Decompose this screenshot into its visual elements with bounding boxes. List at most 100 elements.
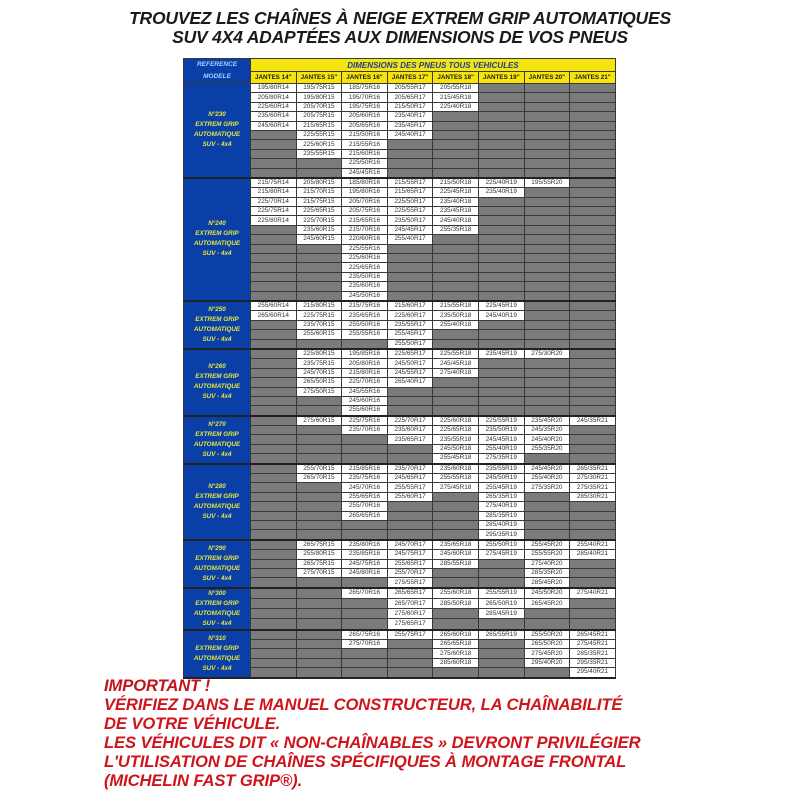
table-row: 245/50R16	[184, 290, 616, 302]
empty-cell	[250, 386, 297, 397]
empty-cell	[295, 405, 343, 417]
empty-cell	[386, 290, 434, 302]
empty-cell	[569, 120, 616, 131]
empty-cell	[477, 129, 525, 141]
empty-cell	[523, 519, 571, 531]
empty-cell	[569, 367, 616, 379]
column-header: JANTES 21"	[569, 71, 616, 84]
empty-cell	[250, 415, 297, 427]
tire-size-cell: 195/80R15	[295, 92, 343, 103]
empty-cell	[523, 262, 571, 273]
empty-cell	[569, 196, 616, 208]
model-label-line: EXTREM GRIP	[195, 599, 239, 607]
empty-cell	[250, 639, 297, 650]
model-label-line: N°260	[208, 363, 226, 371]
empty-cell	[250, 139, 297, 150]
model-label-line: AUTOMATIQUE	[193, 325, 241, 333]
empty-cell	[523, 529, 571, 541]
table-row: 225/60R14 205/70R15 195/75R16 215/50R17 225/…	[184, 101, 616, 113]
tire-size-cell: 275/30R20	[523, 348, 571, 360]
empty-cell	[477, 101, 525, 113]
empty-cell	[250, 224, 297, 236]
model-label: N°290 EXTREM GRIP AUTOMATIQUE SUV - 4x4	[183, 539, 251, 589]
empty-cell	[341, 648, 388, 659]
tire-size-cell: 285/50R18	[432, 597, 479, 610]
empty-cell	[523, 358, 571, 369]
empty-cell	[295, 338, 343, 350]
tire-size-cell: 235/70R16	[341, 425, 388, 436]
tire-size-cell: 235/70R15	[295, 319, 343, 331]
tire-size-cell: 225/65R17	[386, 348, 434, 360]
empty-cell	[432, 577, 479, 589]
tire-size-cell: 205/75R16	[341, 206, 388, 217]
tire-size-cell: 215/80R16	[341, 367, 388, 379]
empty-cell	[523, 148, 571, 160]
empty-cell	[569, 167, 616, 179]
table-row: 275/55R17 285/45R20	[184, 577, 616, 589]
empty-cell	[477, 234, 525, 245]
tire-size-cell: 255/50R20	[523, 629, 571, 641]
tire-size-cell: 245/60R18	[432, 549, 479, 560]
empty-cell	[432, 120, 479, 131]
empty-cell	[523, 329, 571, 340]
column-header: JANTES 16"	[341, 71, 388, 84]
model-label-line: SUV - 4x4	[202, 619, 232, 627]
tire-size-cell: 255/75R17	[386, 629, 434, 641]
empty-cell	[569, 501, 616, 512]
empty-cell	[295, 262, 343, 273]
empty-cell	[523, 300, 571, 312]
model-label-line: EXTREM GRIP	[195, 315, 239, 323]
empty-cell	[386, 167, 434, 179]
empty-cell	[569, 386, 616, 397]
tire-size-cell: 275/60R18	[432, 648, 479, 659]
empty-cell	[477, 377, 525, 388]
model-label-line: AUTOMATIQUE	[193, 440, 241, 448]
tire-size-cell: 255/65R16	[341, 491, 388, 503]
tire-size-cell: 235/80R16	[341, 539, 388, 551]
empty-cell	[432, 529, 479, 541]
empty-cell	[523, 405, 571, 417]
model-label: N°310 EXTREM GRIP AUTOMATIQUE SUV - 4x4	[183, 629, 251, 679]
note-line: L'UTILISATION DE CHAÎNES SPÉCIFIQUES À M…	[104, 752, 627, 771]
tire-size-cell: 215/80R14	[250, 187, 297, 198]
tire-size-cell: 215/55R18	[432, 300, 479, 312]
empty-cell	[250, 358, 297, 369]
tire-size-cell: 255/55R16	[341, 329, 388, 340]
empty-cell	[432, 386, 479, 397]
tire-size-cell: 205/55R17	[386, 82, 434, 94]
tire-size-cell: 215/75R14	[250, 177, 297, 189]
tire-size-cell: 215/65R16	[341, 215, 388, 226]
tire-size-cell: 225/70R15	[295, 215, 343, 226]
column-header: JANTES 17"	[386, 71, 434, 84]
tire-size-cell: 225/45R18	[432, 187, 479, 198]
tire-size-cell: 285/40R21	[569, 549, 616, 560]
tire-size-cell: 245/55R16	[341, 386, 388, 397]
empty-cell	[569, 618, 616, 631]
tire-size-cell: 225/70R14	[250, 196, 297, 208]
tire-size-cell: 285/35R20	[523, 567, 571, 579]
tire-size-cell: 195/80R16	[341, 187, 388, 198]
title-line-1: TROUVEZ LES CHAÎNES À NEIGE EXTREM GRIP …	[129, 8, 671, 28]
empty-cell	[477, 386, 525, 397]
empty-cell	[477, 618, 525, 631]
tire-size-cell: 285/35R19	[477, 510, 525, 521]
tire-size-cell: 235/40R17	[386, 111, 434, 122]
empty-cell	[432, 608, 479, 620]
empty-cell	[523, 491, 571, 503]
tire-size-cell: 285/60R18	[432, 657, 479, 669]
tire-size-cell: 215/60R17	[386, 300, 434, 312]
tire-size-cell: 285/55R18	[432, 558, 479, 569]
empty-cell	[295, 453, 343, 465]
empty-cell	[386, 453, 434, 465]
tire-size-cell: 265/65R16	[341, 510, 388, 521]
tire-size-cell: 215/70R15	[295, 187, 343, 198]
model-label: N°240 EXTREM GRIP AUTOMATIQUE SUV - 4x4	[183, 177, 251, 302]
tire-size-cell: 275/30R21	[569, 472, 616, 484]
tire-size-cell: 245/40R18	[432, 215, 479, 226]
model-label-line: EXTREM GRIP	[195, 121, 239, 129]
tire-size-cell: 225/75R14	[250, 206, 297, 217]
tire-size-cell: 255/60R18	[432, 587, 479, 599]
tire-size-cell: 245/50R16	[341, 290, 388, 302]
tire-size-cell: 285/35R21	[569, 648, 616, 659]
empty-cell	[569, 310, 616, 321]
